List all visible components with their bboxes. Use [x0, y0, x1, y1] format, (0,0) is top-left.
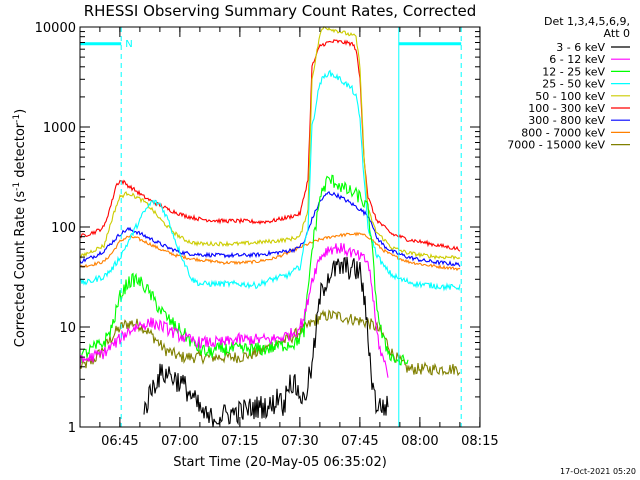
legend-label: 25 - 50 keV: [542, 78, 605, 91]
legend-label: 100 - 300 keV: [528, 102, 605, 115]
legend-header-line-2: Att 0: [604, 27, 630, 40]
series-line-300-800keV: [79, 191, 461, 267]
legend-label: 50 - 100 keV: [535, 90, 605, 103]
y-tick-label: 1: [68, 421, 76, 436]
legend-header-line-1: Det 1,3,4,5,6,9,: [544, 15, 630, 28]
series-line-12-25keV: [79, 174, 409, 366]
x-tick-label: 08:00: [401, 434, 438, 449]
x-tick-label: 07:30: [281, 434, 318, 449]
x-tick-label: 08:15: [461, 434, 498, 449]
series-line-50-100keV: [79, 26, 461, 261]
legend-label: 3 - 6 keV: [556, 41, 605, 54]
y-axis-title-sup-2: -1: [12, 114, 22, 123]
legend-label: 7000 - 15000 keV: [507, 139, 605, 152]
x-tick-label: 06:45: [101, 434, 138, 449]
timestamp-stamp: 17-Oct-2021 05:20: [560, 467, 636, 476]
annotation-label: N: [125, 39, 132, 50]
series-line-100-300keV: [79, 39, 461, 252]
y-tick-label: 10: [59, 321, 76, 336]
series-line-7000-15000keV: [79, 309, 461, 377]
x-tick-label: 07:45: [341, 434, 378, 449]
plot-area: N 1 10 100 1000 10000 06:45 07:00 07:15 07:30 07:4…: [35, 21, 499, 449]
y-axis-title-sup: -1: [12, 182, 22, 191]
y-axis-title-mid: detector: [13, 122, 28, 182]
legend-label: 800 - 7000 keV: [521, 126, 605, 139]
series-line-6-12keV: [79, 242, 389, 378]
x-tick-label: 07:00: [161, 434, 198, 449]
legend-label: 6 - 12 keV: [549, 53, 605, 66]
x-axis-title: Start Time (20-May-05 06:35:02): [173, 455, 387, 470]
legend-label: 12 - 25 keV: [542, 65, 605, 78]
legend-label: 300 - 800 keV: [528, 114, 605, 127]
y-tick-label: 1000: [43, 121, 76, 136]
plot-frame: [79, 26, 481, 428]
x-tick-label: 07:15: [221, 434, 258, 449]
y-tick-label: 100: [51, 221, 76, 236]
y-axis-title: Corrected Count Rate (s-1 detector-1): [12, 109, 28, 347]
series-line-25-50keV: [79, 69, 461, 292]
series-line-800-7000keV: [79, 231, 461, 272]
y-axis-title-end: ): [13, 109, 28, 114]
y-axis-title-main: Corrected Count Rate (s: [13, 191, 28, 348]
y-tick-label: 10000: [35, 21, 76, 36]
chart-title: RHESSI Observing Summary Count Rates, Co…: [84, 2, 477, 20]
series-line-3-6keV: [143, 256, 389, 428]
